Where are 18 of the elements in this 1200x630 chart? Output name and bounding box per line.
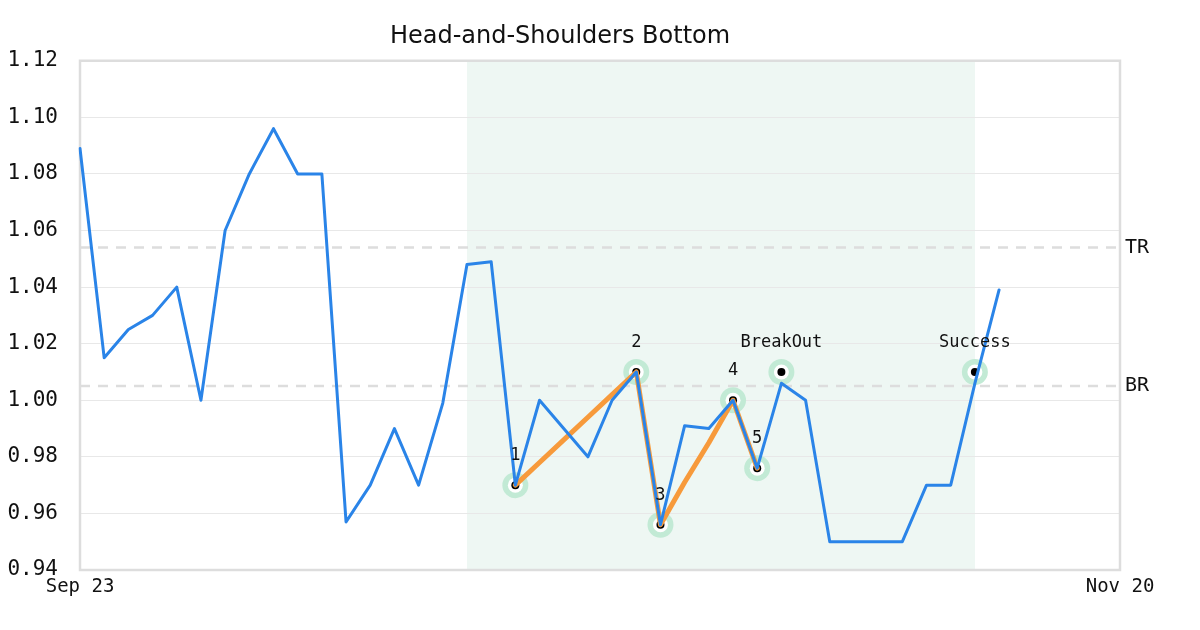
annotation: BreakOut [740, 330, 823, 351]
y-tick-label: 1.02 [7, 330, 58, 355]
y-tick-label: 0.96 [7, 499, 58, 524]
x-tick-label: Nov 20 [1085, 574, 1155, 597]
ref-line-label: BR [1125, 372, 1151, 397]
annotation: 3 [655, 483, 666, 504]
annotation: 4 [727, 359, 739, 380]
y-tick-label: 1.08 [7, 160, 58, 185]
ref-line-label: TR [1125, 233, 1151, 258]
annotation: 2 [631, 330, 642, 351]
y-tick-label: 1.12 [7, 47, 58, 72]
y-tick-label: 0.98 [7, 443, 58, 468]
chart-title: Head-and-Shoulders Bottom [389, 20, 731, 49]
annotation: 5 [752, 427, 763, 448]
y-tick-label: 1.10 [7, 103, 58, 128]
y-tick-label: 1.00 [7, 386, 58, 411]
y-tick-label: 1.06 [7, 216, 58, 241]
y-tick-label: 1.04 [7, 273, 58, 298]
